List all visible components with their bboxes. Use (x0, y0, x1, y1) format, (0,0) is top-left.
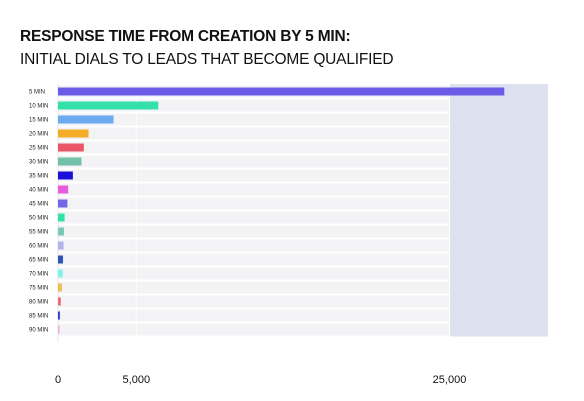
bar (58, 311, 60, 320)
bar (58, 269, 63, 278)
category-label: 75 MIN (29, 286, 48, 292)
bar (58, 157, 82, 166)
bar-track (58, 281, 548, 294)
category-label: 5 MIN (29, 90, 45, 96)
bar-track (58, 183, 548, 196)
bar (58, 87, 505, 96)
category-label: 30 MIN (29, 160, 48, 166)
bar (58, 129, 89, 138)
shaded-region (449, 84, 548, 337)
category-label: 15 MIN (29, 118, 48, 124)
bar-track (58, 127, 548, 140)
bar (58, 241, 64, 250)
bar-track (58, 239, 548, 252)
category-label: 20 MIN (29, 132, 48, 138)
bar-track (58, 99, 548, 112)
bar-track (58, 323, 548, 336)
category-label: 60 MIN (29, 244, 48, 250)
bar (58, 185, 69, 194)
category-label: 55 MIN (29, 230, 48, 236)
category-label: 50 MIN (29, 216, 48, 222)
bar-track (58, 169, 548, 182)
bar (58, 297, 61, 306)
category-label: 35 MIN (29, 174, 48, 180)
bar (58, 213, 65, 222)
x-tick-label: 5,000 (123, 374, 151, 386)
bar-track (58, 295, 548, 308)
bar-track (58, 113, 548, 126)
category-label: 80 MIN (29, 300, 48, 306)
bar (58, 171, 73, 180)
bar-tracks (58, 84, 548, 337)
category-labels: 5 MIN 10 MIN 15 MIN 20 MIN 25 MIN 30 MIN 35 MI… (29, 90, 48, 334)
x-tick-label: 25,000 (433, 374, 467, 386)
bar-track (58, 141, 548, 154)
category-label: 70 MIN (29, 272, 48, 278)
bars (58, 87, 505, 334)
bar (58, 325, 60, 334)
bar-track (58, 211, 548, 224)
bar-track (58, 155, 548, 168)
x-tick-label: 0 (55, 374, 61, 386)
category-label: 10 MIN (29, 104, 48, 110)
bar-track (58, 197, 548, 210)
bar (58, 143, 84, 152)
bar (58, 199, 68, 208)
chart-subtitle: INITIAL DIALS TO LEADS THAT BECOME QUALI… (20, 51, 394, 68)
bar (58, 255, 64, 264)
bar (58, 115, 114, 124)
bar (58, 283, 62, 292)
category-label: 25 MIN (29, 146, 48, 152)
category-label: 90 MIN (29, 328, 48, 334)
x-axis-ticks: 0 5,000 25,000 (55, 374, 466, 386)
category-label: 85 MIN (29, 314, 48, 320)
bar-track (58, 267, 548, 280)
category-label: 65 MIN (29, 258, 48, 264)
category-label: 45 MIN (29, 202, 48, 208)
bar-track (58, 309, 548, 322)
chart-title: RESPONSE TIME FROM CREATION BY 5 MIN: (20, 28, 351, 45)
category-label: 40 MIN (29, 188, 48, 194)
bar-track (58, 253, 548, 266)
bar (58, 101, 159, 110)
bar (58, 227, 64, 236)
bar-track (58, 225, 548, 238)
